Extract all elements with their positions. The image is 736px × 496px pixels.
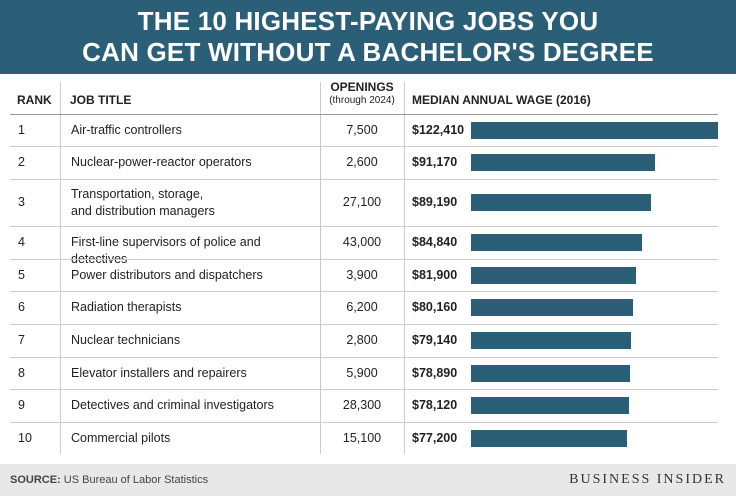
rank-cell: 4 — [18, 235, 25, 249]
wage-value-label: $122,410 — [412, 123, 465, 137]
openings-cell: 5,900 — [346, 366, 378, 380]
jobs-table: RANK JOB TITLE OPENINGS (through 2024) M… — [0, 74, 736, 464]
brand-logo: BUSINESS INSIDER — [569, 472, 726, 487]
wage-bar — [471, 332, 631, 349]
rank-cell: 9 — [18, 398, 25, 412]
wage-value-label: $79,140 — [412, 333, 458, 347]
wage-bar — [471, 299, 633, 316]
wage-value-label: $91,170 — [412, 155, 458, 169]
job-title-cell: Commercial pilots — [71, 430, 316, 447]
job-title-text: Commercial pilots — [71, 431, 171, 445]
title-banner: THE 10 HIGHEST-PAYING JOBS YOU CAN GET W… — [0, 0, 736, 74]
wage-value-label: $84,840 — [412, 235, 458, 249]
wage-bar — [471, 234, 642, 251]
rank-cell: 3 — [18, 195, 25, 209]
openings-column-header: OPENINGS (through 2024) — [322, 80, 402, 108]
job-title-cell: Air-traffic controllers — [71, 122, 316, 139]
rank-column-header: RANK — [17, 93, 52, 107]
job-title-cell: Detectives and criminal investigators — [71, 397, 316, 414]
row-divider — [10, 179, 718, 180]
job-title-cell: Nuclear-power-reactor operators — [71, 154, 316, 171]
job-title-text-line-2: and distribution managers — [71, 204, 215, 218]
wage-bar — [471, 122, 718, 139]
column-divider — [320, 82, 321, 454]
source-note: SOURCE: US Bureau of Labor Statistics — [10, 474, 208, 486]
openings-cell: 15,100 — [342, 431, 382, 445]
job-title-text: Nuclear-power-reactor operators — [71, 155, 252, 169]
wage-bar — [471, 154, 655, 171]
job-title-text: Nuclear technicians — [71, 333, 181, 347]
wage-bar — [471, 430, 627, 447]
wage-bar — [471, 397, 629, 414]
wage-value-label: $77,200 — [412, 431, 458, 445]
wage-column-header: MEDIAN ANNUAL WAGE (2016) — [412, 93, 591, 107]
row-divider — [10, 422, 718, 423]
job-title-text: First-line supervisors of police and det… — [71, 235, 261, 266]
job-title-text: Power distributors and dispatchers — [71, 268, 263, 282]
footer: SOURCE: US Bureau of Labor Statistics BU… — [0, 464, 736, 496]
row-divider — [10, 146, 718, 147]
column-divider — [404, 82, 405, 454]
source-label: SOURCE: — [10, 474, 61, 486]
row-divider — [10, 324, 718, 325]
wage-value-label: $81,900 — [412, 268, 458, 282]
job-title-cell: Power distributors and dispatchers — [71, 267, 316, 284]
openings-cell: 3,900 — [346, 268, 378, 282]
job-title-text: Transportation, storage, — [71, 187, 204, 201]
job-title-column-header: JOB TITLE — [70, 93, 132, 107]
openings-cell: 43,000 — [342, 235, 382, 249]
header-divider — [10, 114, 718, 115]
row-divider — [10, 259, 718, 260]
wage-bar — [471, 194, 651, 211]
job-title-cell: Nuclear technicians — [71, 332, 316, 349]
job-title-cell: Radiation therapists — [71, 299, 316, 316]
row-divider — [10, 389, 718, 390]
row-divider — [10, 291, 718, 292]
openings-cell: 6,200 — [346, 300, 378, 314]
job-title-text: Air-traffic controllers — [71, 123, 182, 137]
job-title-text: Elevator installers and repairers — [71, 366, 247, 380]
openings-cell: 2,600 — [346, 155, 378, 169]
wage-value-label: $80,160 — [412, 300, 458, 314]
column-divider — [60, 82, 61, 454]
wage-value-label: $89,190 — [412, 195, 458, 209]
job-title-text: Detectives and criminal investigators — [71, 398, 274, 412]
rank-cell: 2 — [18, 155, 25, 169]
chart-title-line-1: THE 10 HIGHEST-PAYING JOBS YOU — [137, 6, 599, 36]
wage-value-label: $78,120 — [412, 398, 458, 412]
job-title-cell: Transportation, storage, and distribution… — [71, 186, 316, 220]
rank-cell: 6 — [18, 300, 25, 314]
rank-cell: 10 — [18, 431, 32, 445]
wage-bar — [471, 267, 636, 284]
row-divider — [10, 226, 718, 227]
rank-cell: 8 — [18, 366, 25, 380]
openings-cell: 7,500 — [346, 123, 378, 137]
source-text: US Bureau of Labor Statistics — [63, 474, 209, 486]
openings-cell: 2,800 — [346, 333, 378, 347]
rank-cell: 1 — [18, 123, 25, 137]
wage-bar — [471, 365, 630, 382]
rank-cell: 7 — [18, 333, 25, 347]
row-divider — [10, 357, 718, 358]
job-title-cell: First-line supervisors of police and det… — [71, 234, 316, 268]
openings-header-label: OPENINGS — [330, 80, 394, 94]
job-title-cell: Elevator installers and repairers — [71, 365, 316, 382]
wage-value-label: $78,890 — [412, 366, 458, 380]
openings-cell: 28,300 — [342, 398, 382, 412]
job-title-text: Radiation therapists — [71, 300, 182, 314]
chart-title-line-2: CAN GET WITHOUT A BACHELOR'S DEGREE — [82, 37, 654, 67]
rank-cell: 5 — [18, 268, 25, 282]
openings-cell: 27,100 — [342, 195, 382, 209]
openings-header-sublabel: (through 2024) — [329, 95, 395, 106]
